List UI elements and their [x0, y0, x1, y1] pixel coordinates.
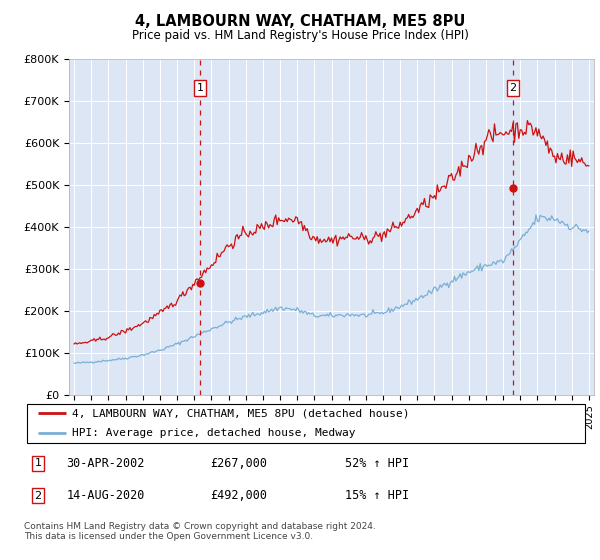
Text: HPI: Average price, detached house, Medway: HPI: Average price, detached house, Medw… [72, 428, 355, 438]
Text: 1: 1 [196, 83, 203, 93]
Text: £267,000: £267,000 [210, 457, 267, 470]
FancyBboxPatch shape [27, 404, 585, 443]
Text: Contains HM Land Registry data © Crown copyright and database right 2024.
This d: Contains HM Land Registry data © Crown c… [24, 522, 376, 542]
Text: 2: 2 [509, 83, 517, 93]
Text: Price paid vs. HM Land Registry's House Price Index (HPI): Price paid vs. HM Land Registry's House … [131, 29, 469, 42]
Text: 1: 1 [35, 459, 41, 468]
Text: £492,000: £492,000 [210, 489, 267, 502]
Text: 14-AUG-2020: 14-AUG-2020 [66, 489, 145, 502]
Text: 4, LAMBOURN WAY, CHATHAM, ME5 8PU (detached house): 4, LAMBOURN WAY, CHATHAM, ME5 8PU (detac… [72, 408, 409, 418]
Text: 52% ↑ HPI: 52% ↑ HPI [346, 457, 410, 470]
Text: 15% ↑ HPI: 15% ↑ HPI [346, 489, 410, 502]
Text: 30-APR-2002: 30-APR-2002 [66, 457, 145, 470]
Text: 4, LAMBOURN WAY, CHATHAM, ME5 8PU: 4, LAMBOURN WAY, CHATHAM, ME5 8PU [135, 14, 465, 29]
Text: 2: 2 [35, 491, 41, 501]
